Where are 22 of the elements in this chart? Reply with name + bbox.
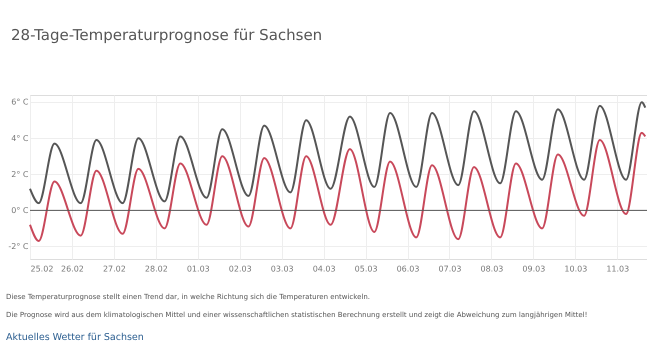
- y-tick-label: 2° C: [11, 170, 29, 179]
- text: Aktuelles Wetter für Sachsen: [6, 332, 144, 343]
- x-tick-label: 27.02: [102, 264, 126, 274]
- y-tick-label: 6° C: [11, 98, 29, 107]
- x-tick-label: 28.02: [144, 264, 168, 274]
- x-tick-label: 06.03: [396, 264, 420, 274]
- y-tick-label: -2° C: [8, 242, 29, 251]
- x-tick-label: 02.03: [228, 264, 252, 274]
- x-tick-label: 03.03: [270, 264, 294, 274]
- x-tick-label: 07.03: [438, 264, 462, 274]
- x-tick-label: 09.03: [522, 264, 546, 274]
- y-tick-label: 4° C: [11, 134, 29, 143]
- chart-title: 28-Tage-Temperaturprognose für Sachsen: [11, 26, 322, 44]
- x-tick-label: 26.02: [60, 264, 84, 274]
- x-tick-label: 10.03: [564, 264, 588, 274]
- x-tick-label: 04.03: [312, 264, 336, 274]
- x-tick-label: 01.03: [186, 264, 210, 274]
- x-tick-label: 08.03: [480, 264, 504, 274]
- y-tick-label: 0° C: [11, 206, 29, 215]
- x-tick-label: 11.03: [606, 264, 630, 274]
- x-tick-label: 05.03: [354, 264, 378, 274]
- x-tick-label: 25.02: [30, 264, 54, 274]
